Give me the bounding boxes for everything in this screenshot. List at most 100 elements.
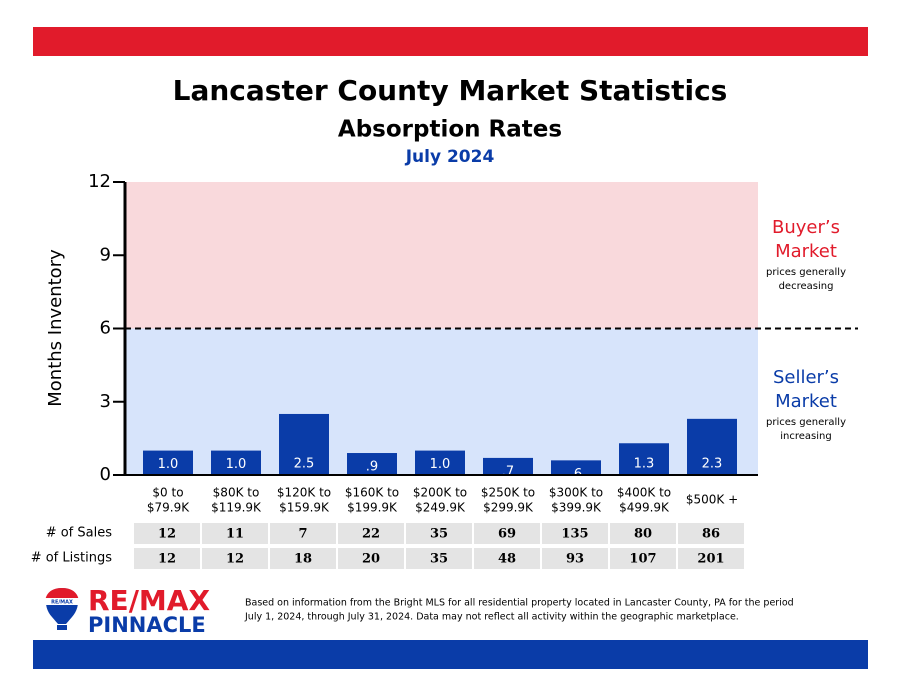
x-tick-label: $250K to <box>481 486 535 500</box>
table-cell <box>610 548 676 569</box>
x-tick-label: $500K + <box>686 493 738 507</box>
table-cell <box>134 523 200 544</box>
bar <box>551 460 601 475</box>
table-cell <box>338 523 404 544</box>
logo: RE/MAX RE/MAX PINNACLE <box>45 584 210 637</box>
x-tick-label: $300K to <box>549 486 603 500</box>
y-tick-label: 3 <box>100 391 111 412</box>
bar-value-label: .7 <box>502 464 514 479</box>
bar-value-label: 2.5 <box>294 457 315 472</box>
bottom-band <box>33 640 868 669</box>
y-tick-label: 6 <box>100 318 111 339</box>
table-value: 7 <box>298 527 307 542</box>
bar <box>143 450 193 475</box>
table-value: 93 <box>566 552 584 567</box>
bar-value-label: 1.0 <box>430 457 451 472</box>
table-cell <box>270 548 336 569</box>
bar-value-label: 2.3 <box>702 457 723 472</box>
zone-note: increasing <box>780 431 831 442</box>
table-value: 80 <box>634 527 652 542</box>
table-cell <box>202 548 268 569</box>
y-axis-label: Months Inventory <box>45 249 66 407</box>
table-cell <box>678 548 744 569</box>
table-value: 107 <box>629 552 656 567</box>
table-cell <box>406 523 472 544</box>
x-tick-label: $499.9K <box>619 501 670 515</box>
table-value: 12 <box>158 552 176 567</box>
table-value: 12 <box>158 527 176 542</box>
table-cell <box>202 523 268 544</box>
x-tick-label: $160K to <box>345 486 399 500</box>
x-tick-label: $199.9K <box>347 501 398 515</box>
balloon-stripe <box>45 598 79 605</box>
table-value: 86 <box>702 527 720 542</box>
table-value: 201 <box>697 552 724 567</box>
table-cell <box>406 548 472 569</box>
table-value: 12 <box>226 552 244 567</box>
row-label: # of Sales <box>46 526 113 541</box>
zone-note: decreasing <box>779 281 834 292</box>
table-value: 135 <box>561 527 588 542</box>
bar <box>687 418 737 475</box>
table-cell <box>678 523 744 544</box>
y-tick-label: 9 <box>100 244 111 265</box>
table-cell <box>474 523 540 544</box>
logo-office: PINNACLE <box>88 613 206 637</box>
table-value: 22 <box>362 527 380 542</box>
table-cell <box>474 548 540 569</box>
table-value: 48 <box>498 552 516 567</box>
zone-title: Market <box>775 391 837 412</box>
chart-date: July 2024 <box>405 147 495 167</box>
table-cell <box>338 548 404 569</box>
x-tick-label: $299.9K <box>483 501 534 515</box>
x-tick-label: $119.9K <box>211 501 262 515</box>
table-value: 20 <box>362 552 380 567</box>
footer-note: Based on information from the Bright MLS… <box>245 598 794 609</box>
x-tick-label: $120K to <box>277 486 331 500</box>
footer-note: July 1, 2024, through July 31, 2024. Dat… <box>244 612 739 623</box>
bar-value-label: 1.0 <box>226 457 247 472</box>
x-tick-label: $400K to <box>617 486 671 500</box>
logo-brand: RE/MAX <box>88 584 210 617</box>
bar-value-label: 1.0 <box>158 457 179 472</box>
table-cell <box>542 523 608 544</box>
upper-zone <box>125 182 758 329</box>
bar <box>483 457 533 475</box>
table-value: 35 <box>430 552 448 567</box>
x-tick-label: $200K to <box>413 486 467 500</box>
top-band <box>33 27 868 56</box>
table-value: 18 <box>294 552 312 567</box>
zone-note: prices generally <box>766 417 846 428</box>
x-tick-label: $249.9K <box>415 501 466 515</box>
bar <box>619 443 669 475</box>
bar-value-label: 1.3 <box>634 457 655 472</box>
zone-title: Seller’s <box>773 367 839 388</box>
row-label: # of Listings <box>31 551 113 566</box>
y-tick-label: 0 <box>100 464 111 485</box>
x-tick-label: $79.9K <box>147 501 190 515</box>
chart-title: Lancaster County Market Statistics <box>173 74 728 107</box>
y-tick-label: 12 <box>88 171 111 192</box>
bar <box>211 450 261 475</box>
x-tick-label: $159.9K <box>279 501 330 515</box>
bar-value-label: .9 <box>366 460 378 475</box>
bar <box>279 413 329 475</box>
x-tick-label: $80K to <box>213 486 260 500</box>
table-value: 35 <box>430 527 448 542</box>
zone-title: Market <box>775 241 837 262</box>
table-cell <box>270 523 336 544</box>
bar <box>415 450 465 475</box>
balloon-basket <box>57 625 67 630</box>
bar <box>347 453 397 475</box>
table-cell <box>134 548 200 569</box>
zone-title: Buyer’s <box>772 217 840 238</box>
table-value: 69 <box>498 527 516 542</box>
table-cell <box>542 548 608 569</box>
x-tick-label: $399.9K <box>551 501 602 515</box>
logo-badge: RE/MAX <box>51 600 73 606</box>
chart-subtitle: Absorption Rates <box>338 117 562 143</box>
table-cell <box>610 523 676 544</box>
zone-note: prices generally <box>766 267 846 278</box>
